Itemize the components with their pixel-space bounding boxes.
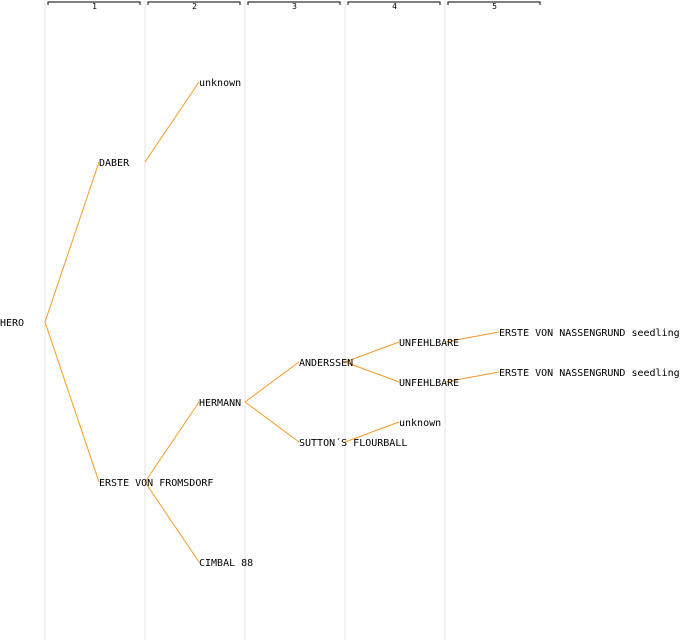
edge-n9-n12 [444, 371, 500, 383]
pedigree-node-n11: ERSTE VON NASSENGRUND seedling [499, 328, 680, 339]
generation-4-bracket [347, 1, 441, 5]
pedigree-node-n1: DABER [99, 158, 130, 169]
pedigree-node-n10: unknown [399, 418, 441, 429]
edge-n4-n7 [244, 401, 300, 443]
pedigree-node-n6: ANDERSSEN [299, 358, 353, 369]
generation-5-label: 5 [492, 2, 497, 11]
pedigree-labels: HERO DABER ERSTE VON FROMSDORF unknown HERMA… [0, 78, 680, 569]
edge-n1-n3 [144, 81, 200, 163]
generation-3-bracket [247, 1, 341, 5]
edge-n0-n2 [44, 321, 100, 483]
generation-4-label: 4 [392, 2, 397, 11]
pedigree-node-n4: HERMANN [199, 398, 241, 409]
edge-n4-n6 [244, 361, 300, 403]
generation-1-label: 1 [92, 2, 97, 11]
pedigree-node-n0: HERO [0, 318, 24, 329]
generation-2-label: 2 [192, 2, 197, 11]
edge-n0-n1 [44, 161, 100, 323]
edge-n6-n9 [344, 361, 400, 383]
edge-n7-n10 [344, 421, 400, 443]
edge-n6-n8 [344, 341, 400, 363]
pedigree-node-n2: ERSTE VON FROMSDORF [99, 478, 213, 489]
generation-columns: 1 2 3 4 5 [44, 0, 541, 640]
edge-n2-n5 [144, 481, 200, 563]
edge-n2-n4 [144, 401, 200, 483]
edge-n8-n11 [444, 331, 500, 343]
pedigree-node-n9: UNFEHLBARE [399, 378, 459, 389]
pedigree-node-n8: UNFEHLBARE [399, 338, 459, 349]
generation-1-bracket [47, 1, 141, 5]
pedigree-node-n5: CIMBAL 88 [199, 558, 253, 569]
pedigree-edges [44, 81, 500, 563]
generation-3-label: 3 [292, 2, 297, 11]
pedigree-node-n7: SUTTON´S FLOURBALL [299, 437, 407, 449]
generation-2-bracket [147, 1, 241, 5]
generation-5-bracket [447, 1, 541, 5]
pedigree-node-n12: ERSTE VON NASSENGRUND seedling [499, 368, 680, 379]
pedigree-node-n3: unknown [199, 78, 241, 89]
